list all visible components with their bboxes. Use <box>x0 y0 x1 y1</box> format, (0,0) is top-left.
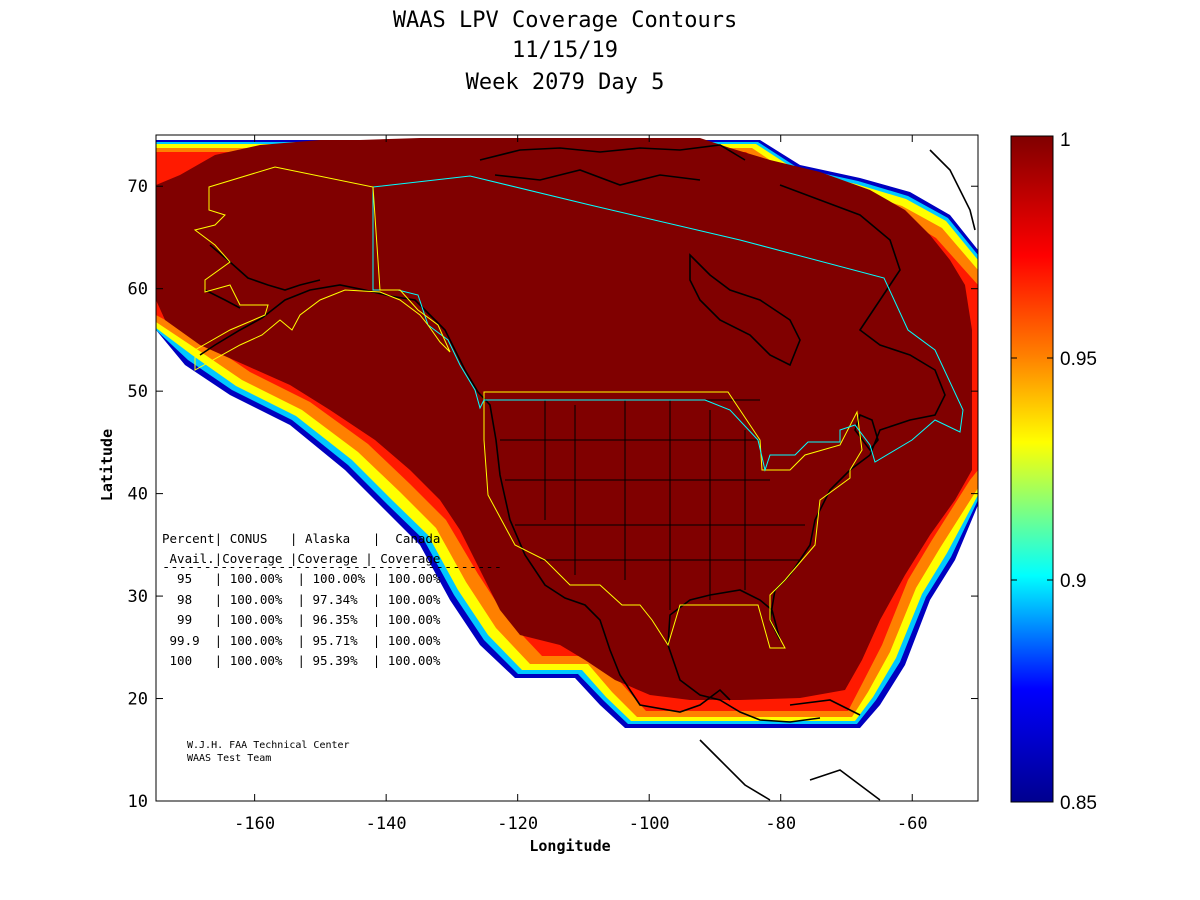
map-plot-area <box>156 135 978 801</box>
alaska-boundary <box>193 166 451 371</box>
y-tick-label: 50 <box>128 382 148 402</box>
x-tick-label: -100 <box>629 814 670 834</box>
coverage-table-row: 95 | 100.00% | 100.00% | 100.00% <box>162 571 441 586</box>
y-tick-label: 40 <box>128 485 148 505</box>
coverage-table-row: 100 | 100.00% | 95.39% | 100.00% <box>162 653 441 668</box>
map-date: 11/15/19 <box>512 38 618 63</box>
colorbar-tick-label: 1 <box>1060 130 1071 151</box>
credit-line-2: WAAS Test Team <box>187 753 271 764</box>
conus-boundary <box>483 391 863 649</box>
coverage-table-divider: ----------------------------------------… <box>162 559 502 574</box>
y-tick-label: 10 <box>128 792 148 812</box>
y-axis-label: Latitude <box>98 429 116 501</box>
coastlines <box>199 144 976 801</box>
coverage-table-header-1: Percent| CONUS | Alaska | Canada <box>162 531 440 546</box>
plot-frame <box>155 134 979 802</box>
x-tick-label: -140 <box>366 814 407 834</box>
x-tick-label: -60 <box>897 814 928 834</box>
x-axis-label: Longitude <box>529 837 610 855</box>
coverage-table-row: 98 | 100.00% | 97.34% | 100.00% <box>162 592 441 607</box>
colorbar-tick-label: 0.85 <box>1060 793 1097 814</box>
map-week-day: Week 2079 Day 5 <box>466 70 665 95</box>
colorbar <box>1010 135 1054 803</box>
y-axis: 10 20 30 40 50 60 70 <box>128 177 978 812</box>
y-tick-label: 30 <box>128 587 148 607</box>
map-title: WAAS LPV Coverage Contours <box>393 8 737 33</box>
x-axis: -160 -140 -120 -100 -80 -60 <box>234 135 928 834</box>
colorbar-ticks: 1 0.95 0.9 0.85 <box>1011 130 1097 814</box>
credit-line-1: W.J.H. FAA Technical Center <box>187 740 350 751</box>
y-tick-label: 20 <box>128 690 148 710</box>
colorbar-tick-label: 0.95 <box>1060 349 1097 370</box>
colorbar-tick-label: 0.9 <box>1060 571 1086 592</box>
x-tick-label: -120 <box>497 814 538 834</box>
x-tick-label: -160 <box>234 814 275 834</box>
y-tick-label: 70 <box>128 177 148 197</box>
coverage-table-header-2: Avail.|Coverage |Coverage | Coverage <box>162 551 440 566</box>
coverage-table: Percent| CONUS | Alaska | Canada Avail.|… <box>162 531 502 668</box>
coverage-table-row: 99.9 | 100.00% | 95.71% | 100.00% <box>162 633 441 648</box>
canada-boundary <box>372 175 964 472</box>
y-tick-label: 60 <box>128 280 148 300</box>
x-tick-label: -80 <box>765 814 796 834</box>
coverage-table-row: 99 | 100.00% | 96.35% | 100.00% <box>162 612 441 627</box>
